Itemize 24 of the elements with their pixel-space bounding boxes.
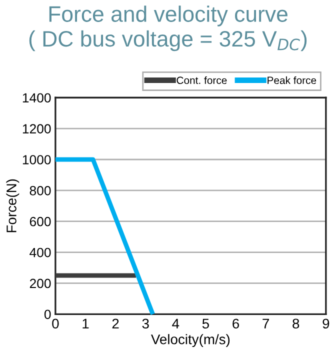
- x-axis-title: Velocity(m/s): [150, 334, 230, 348]
- x-tick-label: 4: [172, 318, 180, 328]
- x-tick-label: 6: [232, 318, 240, 329]
- x-tick-label: 3: [142, 318, 149, 329]
- y-tick-label: 1400: [22, 93, 51, 103]
- x-tick-label: 8: [292, 318, 300, 329]
- x-tick-label: 9: [322, 318, 330, 329]
- y-axis-title: Force(N): [6, 179, 20, 232]
- x-tick-label: 1: [82, 318, 89, 328]
- chart-subtitle: ( DC bus voltage = 325 V$_{DC}$): [29, 30, 307, 52]
- x-tick-label: 2: [112, 318, 119, 328]
- y-tick-label: 200: [30, 278, 51, 288]
- x-tick-label: 0: [52, 318, 59, 329]
- y-tick-label: 0: [44, 310, 51, 320]
- y-tick-label: 1200: [22, 124, 51, 134]
- y-tick-label: 600: [30, 216, 51, 226]
- x-tick-label: 7: [262, 318, 269, 328]
- x-tick-label: 5: [202, 318, 209, 329]
- legend-label: Peak force: [268, 76, 316, 84]
- y-tick-label: 1000: [22, 155, 51, 164]
- chart-title: Force and velocity curve: [49, 6, 288, 26]
- y-tick-label: 800: [30, 186, 51, 196]
- legend-label: Cont. force: [176, 76, 227, 84]
- y-tick-label: 400: [30, 248, 51, 258]
